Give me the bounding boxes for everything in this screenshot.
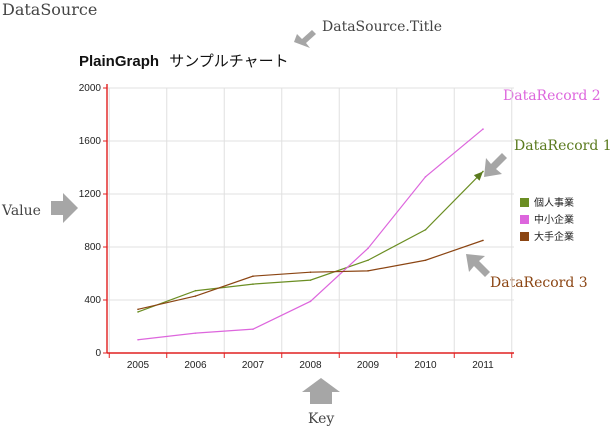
- annotation-datasource: DataSource: [2, 0, 97, 19]
- series-1-arrowhead: [473, 171, 483, 181]
- chart-title-rest: サンプルチャート: [169, 52, 288, 70]
- arrow-icon-record3: [466, 254, 490, 277]
- x-tick-label: 2005: [127, 360, 150, 371]
- arrow-icon-datasource-title: [294, 30, 316, 48]
- x-tick-label: 2008: [299, 360, 322, 371]
- annotation-value: Value: [1, 203, 41, 219]
- series-1-point: [424, 228, 427, 231]
- series-layer: [137, 128, 484, 341]
- series-1-point: [252, 283, 254, 285]
- series-2-point: [137, 338, 139, 341]
- series-3-point: [194, 295, 197, 297]
- x-tick-label: 2009: [357, 360, 380, 371]
- legend-label: 大手企業: [534, 230, 574, 243]
- y-tick-label: 0: [95, 348, 101, 359]
- series-1-point: [194, 289, 197, 292]
- series-2-point: [367, 247, 369, 250]
- legend-swatch: [520, 232, 529, 241]
- series-1-point: [137, 311, 139, 313]
- series-2-point: [194, 332, 197, 334]
- series-2-point: [482, 128, 484, 130]
- arrow-icon-value: [51, 193, 78, 223]
- series-3-point: [482, 239, 484, 242]
- series-1-point: [309, 279, 312, 281]
- chart-title-bold: PlainGraph: [79, 53, 159, 70]
- x-tick-label: 2006: [184, 360, 207, 371]
- series-3-point: [367, 270, 369, 272]
- series-3-point: [309, 271, 312, 273]
- y-tick-label: 2000: [79, 83, 102, 94]
- y-tick-label: 1200: [79, 189, 102, 200]
- series-line-1: [137, 171, 484, 313]
- series-line-2: [137, 128, 484, 341]
- y-tick-label: 800: [84, 242, 101, 253]
- annotation-datasource-title: DataSource.Title: [322, 19, 442, 35]
- series-3-point: [424, 259, 427, 262]
- y-tick-label: 400: [84, 295, 101, 306]
- series-1-point: [367, 259, 369, 262]
- chart-title: PlainGraph サンプルチャート: [79, 52, 289, 70]
- series-2-point: [309, 300, 312, 303]
- series-2-point: [424, 175, 427, 178]
- legend-swatch: [520, 215, 529, 224]
- arrow-icon-key: [302, 378, 340, 404]
- x-tick-label: 2007: [242, 360, 265, 371]
- annotation-record1: DataRecord 1: [514, 138, 612, 154]
- arrow-icon-record1: [484, 153, 507, 177]
- series-line-3: [137, 239, 484, 310]
- annotation-record2: DataRecord 2: [503, 88, 601, 104]
- series-3-point: [252, 275, 254, 277]
- legend-label: 中小企業: [534, 213, 574, 226]
- series-2-point: [252, 328, 254, 330]
- axis-layer: 0 400 800 1200 1600 2000 2005 2006 2007 2008 2009 2…: [79, 83, 514, 371]
- legend-label: 個人事業: [534, 196, 574, 209]
- annotation-key: Key: [308, 411, 334, 427]
- x-tick-label: 2011: [472, 360, 494, 371]
- legend-swatch: [520, 198, 529, 207]
- annotation-record3: DataRecord 3: [490, 275, 588, 291]
- y-tick-label: 1600: [79, 136, 102, 147]
- x-tick-label: 2010: [414, 360, 437, 371]
- grid-layer: [107, 87, 514, 353]
- series-3-point: [137, 308, 139, 311]
